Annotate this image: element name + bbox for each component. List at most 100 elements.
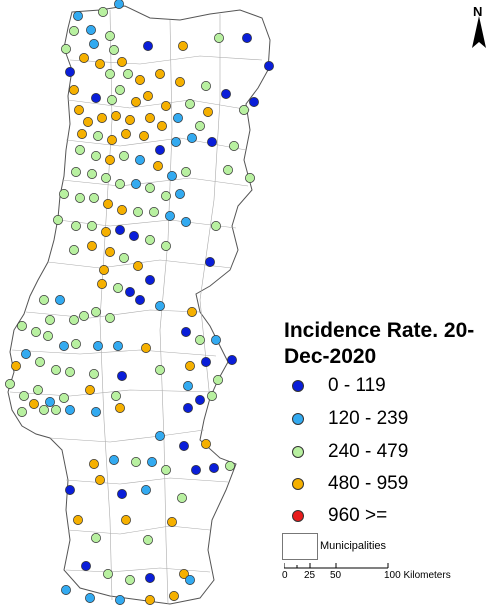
incidence-point	[39, 295, 49, 305]
incidence-point	[205, 257, 215, 267]
incidence-point	[107, 135, 117, 145]
incidence-point	[145, 183, 155, 193]
municipality-borders	[9, 9, 263, 605]
north-arrow: N	[466, 4, 492, 50]
municipalities-label: Municipalities	[320, 540, 387, 552]
incidence-point	[145, 113, 155, 123]
incidence-point	[181, 327, 191, 337]
incidence-point	[245, 173, 255, 183]
incidence-point	[203, 107, 213, 117]
incidence-point	[195, 121, 205, 131]
incidence-point	[161, 465, 171, 475]
incidence-point	[105, 247, 115, 257]
incidence-point	[145, 573, 155, 583]
incidence-points	[5, 0, 274, 605]
incidence-point	[109, 45, 119, 55]
incidence-point	[117, 57, 127, 67]
incidence-point	[93, 131, 103, 141]
incidence-point	[201, 81, 211, 91]
incidence-point	[135, 75, 145, 85]
scale-tick-25: 25	[304, 570, 316, 581]
incidence-point	[129, 231, 139, 241]
incidence-point	[119, 253, 129, 263]
incidence-point	[187, 133, 197, 143]
scale-tick-0: 0	[282, 570, 288, 581]
incidence-point	[139, 131, 149, 141]
incidence-point	[87, 169, 97, 179]
incidence-point	[183, 381, 193, 391]
incidence-point	[17, 407, 27, 417]
incidence-point	[17, 321, 27, 331]
incidence-point	[69, 26, 79, 36]
incidence-point	[77, 129, 87, 139]
incidence-point	[65, 67, 75, 77]
legend-dot-green	[292, 446, 304, 458]
incidence-point	[33, 385, 43, 395]
incidence-point	[101, 227, 111, 237]
legend-item-480-959: 480 - 959	[292, 472, 408, 496]
incidence-point	[19, 391, 29, 401]
incidence-point	[179, 441, 189, 451]
incidence-point	[101, 173, 111, 183]
incidence-point	[91, 151, 101, 161]
incidence-point	[91, 533, 101, 543]
incidence-point	[87, 241, 97, 251]
north-arrow-icon	[472, 16, 486, 48]
incidence-point	[85, 593, 95, 603]
incidence-point	[181, 167, 191, 177]
incidence-point	[123, 69, 133, 79]
incidence-point	[91, 307, 101, 317]
incidence-point	[61, 44, 71, 54]
incidence-point	[135, 155, 145, 165]
incidence-point	[185, 99, 195, 109]
incidence-point	[195, 335, 205, 345]
incidence-point	[167, 517, 177, 527]
incidence-point	[79, 311, 89, 321]
incidence-point	[143, 91, 153, 101]
incidence-point	[155, 365, 165, 375]
incidence-point	[135, 295, 145, 305]
incidence-point	[53, 215, 63, 225]
incidence-point	[161, 101, 171, 111]
incidence-point	[225, 461, 235, 471]
incidence-point	[149, 207, 159, 217]
incidence-point	[73, 515, 83, 525]
incidence-point	[214, 33, 224, 43]
incidence-point	[155, 69, 165, 79]
incidence-point	[157, 121, 167, 131]
incidence-point	[115, 595, 125, 605]
incidence-point	[103, 569, 113, 579]
incidence-point	[161, 191, 171, 201]
incidence-point	[11, 361, 21, 371]
incidence-point	[111, 111, 121, 121]
incidence-point	[133, 207, 143, 217]
incidence-point	[87, 221, 97, 231]
incidence-point	[242, 33, 252, 43]
incidence-point	[65, 485, 75, 495]
legend-item-240-479: 240 - 479	[292, 440, 408, 464]
incidence-point	[264, 61, 274, 71]
incidence-point	[95, 475, 105, 485]
incidence-point	[161, 241, 171, 251]
incidence-point	[179, 569, 189, 579]
incidence-point	[213, 375, 223, 385]
incidence-point	[125, 575, 135, 585]
incidence-point	[74, 105, 84, 115]
incidence-point	[211, 335, 221, 345]
incidence-point	[31, 327, 41, 337]
incidence-point	[147, 457, 157, 467]
incidence-point	[153, 161, 163, 171]
incidence-point	[89, 193, 99, 203]
incidence-point	[185, 361, 195, 371]
incidence-point	[51, 405, 61, 415]
legend-label: 960 >=	[328, 505, 388, 526]
incidence-point	[111, 391, 121, 401]
incidence-point	[119, 151, 129, 161]
incidence-point	[141, 343, 151, 353]
incidence-point	[113, 283, 123, 293]
incidence-point	[173, 113, 183, 123]
incidence-point	[115, 179, 125, 189]
legend-dot-orange	[292, 478, 304, 490]
incidence-point	[115, 225, 125, 235]
